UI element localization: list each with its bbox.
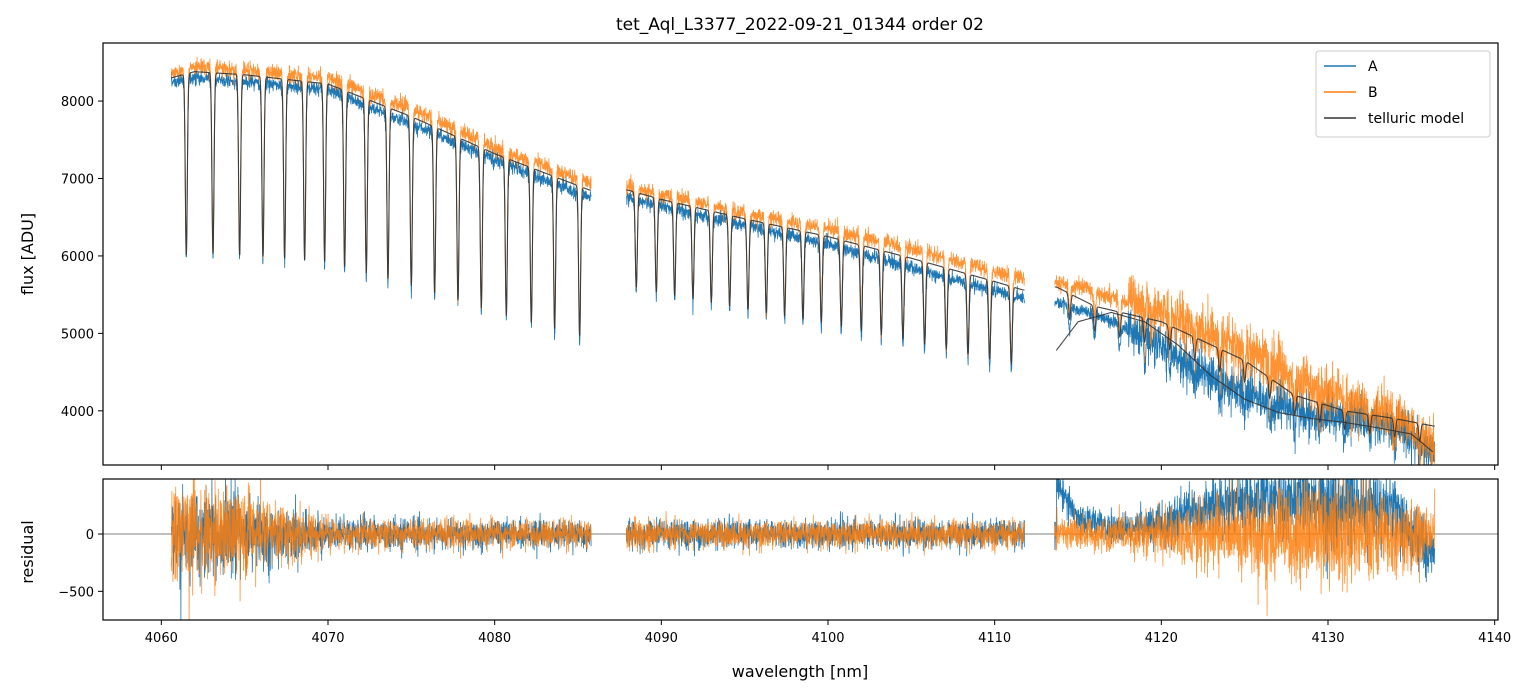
top-y-tick-label: 6000 bbox=[61, 250, 94, 265]
residual-b-line bbox=[170, 479, 1436, 620]
bottom-x-tick-label: 4140 bbox=[1478, 631, 1511, 646]
top-y-axis: 4000 5000 6000 7000 8000 bbox=[61, 95, 103, 420]
bottom-x-tick-label: 4130 bbox=[1311, 631, 1344, 646]
bottom-panel: −500 0 4060 4070 4080 4090 4100 4110 4120 4130 41… bbox=[18, 478, 1511, 681]
x-axis-label: wavelength [nm] bbox=[732, 662, 869, 681]
top-y-tick-label: 7000 bbox=[61, 173, 94, 188]
legend-box bbox=[1315, 50, 1491, 138]
top-y-tick-label: 4000 bbox=[61, 405, 94, 420]
top-y-axis-label: flux [ADU] bbox=[18, 213, 37, 295]
bottom-x-tick-label: 4090 bbox=[645, 631, 678, 646]
bottom-x-tick-label: 4100 bbox=[811, 631, 844, 646]
legend-label-telluric-model: telluric model bbox=[1368, 111, 1464, 127]
telluric-model-secondary-line bbox=[1055, 311, 1434, 453]
top-panel: 4000 5000 6000 7000 8000 flux [ADU] A B tell… bbox=[18, 42, 1499, 470]
telluric-model-line bbox=[171, 71, 1435, 443]
bottom-x-tick-label: 4080 bbox=[478, 631, 511, 646]
series-b-line bbox=[170, 56, 1436, 465]
chart-title: tet_Aql_L3377_2022-09-21_01344 order 02 bbox=[616, 15, 984, 35]
bottom-y-axis: −500 0 bbox=[58, 528, 103, 600]
bottom-series-layer bbox=[103, 479, 1498, 620]
bottom-plot-frame bbox=[102, 478, 1499, 621]
top-y-tick-label: 5000 bbox=[61, 327, 94, 342]
top-x-axis bbox=[160, 465, 1496, 470]
top-plot-frame bbox=[102, 42, 1499, 466]
legend: A B telluric model bbox=[1315, 50, 1491, 138]
bottom-x-tick-label: 4060 bbox=[145, 631, 178, 646]
bottom-y-tick-label: 0 bbox=[86, 528, 94, 543]
series-a-line bbox=[170, 69, 1436, 465]
bottom-x-tick-label: 4110 bbox=[978, 631, 1011, 646]
bottom-x-tick-label: 4120 bbox=[1145, 631, 1178, 646]
bottom-y-axis-label: residual bbox=[18, 520, 37, 583]
legend-label-a: A bbox=[1368, 59, 1378, 75]
bottom-y-tick-label: −500 bbox=[58, 585, 94, 600]
top-y-tick-label: 8000 bbox=[61, 95, 94, 110]
bottom-x-tick-label: 4070 bbox=[311, 631, 344, 646]
top-series-layer bbox=[170, 56, 1436, 465]
legend-label-b: B bbox=[1368, 85, 1378, 101]
bottom-x-axis: 4060 4070 4080 4090 4100 4110 4120 4130 4140 bbox=[145, 620, 1511, 646]
